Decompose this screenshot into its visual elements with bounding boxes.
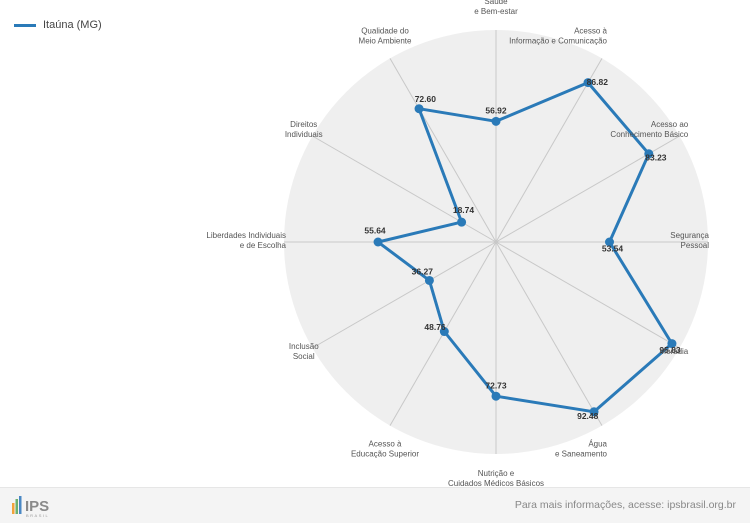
value-label-7: 48.76 — [424, 322, 446, 332]
category-label-5: Água e Saneamento — [555, 439, 608, 458]
data-point-9[interactable] — [373, 237, 383, 247]
value-labels: 56.92 86.82 83.23 53.54 95.83 92.48 72.73 48.76… — [364, 77, 681, 421]
value-label-5: 92.48 — [577, 411, 599, 421]
legend-swatch — [14, 23, 36, 27]
value-label-6: 72.73 — [485, 380, 507, 390]
spoke-4 — [495, 241, 680, 349]
category-labels: Saúde e Bem-estar Acesso à Informação e Com… — [206, 0, 709, 487]
footer-link-text[interactable]: Para mais informações, acesse: ipsbrasil… — [514, 499, 736, 511]
data-point-7[interactable] — [439, 327, 449, 337]
category-label-0: Saúde e Bem-estar — [474, 0, 518, 16]
spoke-11 — [389, 58, 497, 243]
value-label-9: 55.64 — [364, 225, 386, 235]
category-label-2: Acesso ao Conhecimento Básico — [610, 120, 688, 139]
data-point-0[interactable] — [491, 116, 501, 126]
category-label-8: Inclusão Social — [289, 342, 319, 361]
data-point-5[interactable] — [589, 407, 599, 417]
data-point-8[interactable] — [424, 275, 434, 285]
value-label-8: 36.27 — [412, 266, 434, 276]
value-label-3: 53.54 — [602, 243, 624, 253]
category-label-11: Qualidade do Meio Ambiente — [359, 27, 412, 46]
category-label-10: Direitos Individuais — [285, 120, 323, 139]
value-label-11: 72.60 — [415, 94, 437, 104]
category-label-1: Acesso à Informação e Comunicação — [509, 27, 607, 46]
logo-text: IPS — [25, 498, 49, 515]
data-point-3[interactable] — [605, 237, 615, 247]
data-point-2[interactable] — [644, 149, 654, 159]
category-label-7: Acesso à Educação Superior — [351, 439, 419, 458]
data-point-10[interactable] — [457, 217, 467, 227]
legend[interactable]: Itaúna (MG) — [14, 19, 102, 31]
logo-subtext: BRASIL — [26, 513, 49, 518]
radar-chart: 56.92 86.82 83.23 53.54 95.83 92.48 72.73 48.76… — [206, 0, 709, 487]
footer: IPS BRASIL Para mais informações, acesse… — [0, 487, 750, 523]
data-point-6[interactable] — [491, 391, 501, 401]
category-label-3: Segurança Pessoal — [670, 231, 709, 250]
value-label-1: 86.82 — [587, 77, 609, 87]
spoke-5 — [495, 241, 603, 426]
legend-label: Itaúna (MG) — [43, 19, 102, 31]
spoke-8 — [312, 241, 497, 349]
category-label-6: Nutrição e Cuidados Médicos Básicos — [448, 469, 544, 487]
value-label-4: 95.83 — [659, 345, 681, 355]
category-label-4: Moradia — [659, 347, 688, 356]
spoke-1 — [495, 58, 603, 243]
value-label-10: 18.74 — [453, 205, 475, 215]
data-point-1[interactable] — [583, 78, 593, 88]
category-label-9: Liberdades Individuais e de Escolha — [206, 231, 286, 250]
data-point-4[interactable] — [667, 339, 677, 349]
value-label-0: 56.92 — [485, 106, 507, 116]
data-point-11[interactable] — [414, 104, 424, 114]
series-points — [373, 78, 677, 417]
ips-logo: IPS BRASIL — [12, 496, 49, 518]
value-label-2: 83.23 — [645, 152, 667, 162]
